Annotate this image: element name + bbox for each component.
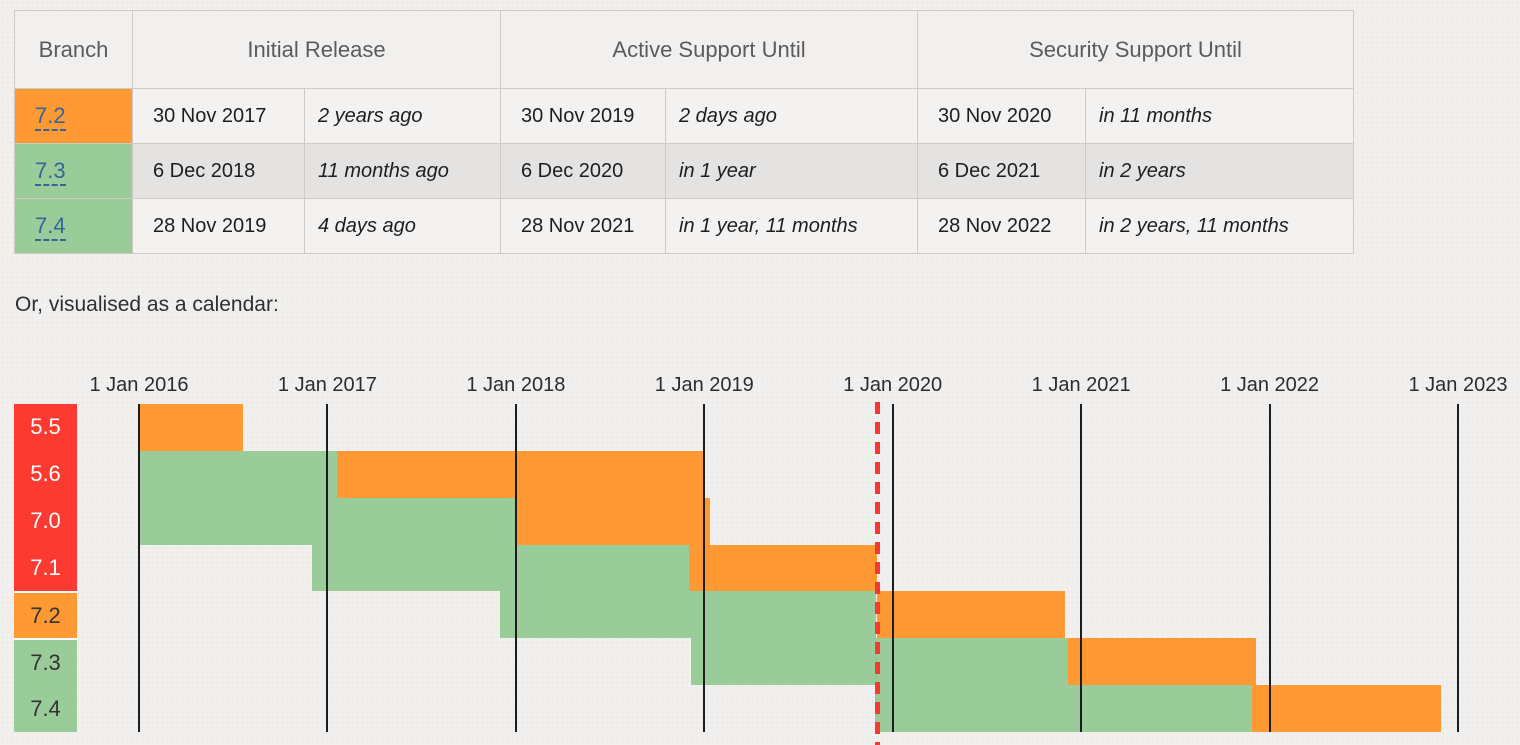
axis-tick-label: 1 Jan 2022 xyxy=(1220,374,1320,396)
security-support-date: 6 Dec 2021 xyxy=(917,143,1086,199)
gridline xyxy=(326,404,329,732)
version-label-7-1: 7.1 xyxy=(14,544,77,592)
gridline xyxy=(703,404,706,732)
bar-7-3-security xyxy=(1067,638,1257,686)
column-header-initial-release: Initial Release xyxy=(132,10,501,89)
version-label-7-4: 7.4 xyxy=(14,685,77,732)
gridline xyxy=(514,404,517,732)
table-header-row: Branch Initial Release Active Support Un… xyxy=(14,10,1354,89)
bar-7-2-active xyxy=(499,591,877,639)
active-support-relative: in 1 year xyxy=(665,143,918,199)
axis-tick-label: 1 Jan 2017 xyxy=(277,374,377,396)
gridline xyxy=(1268,404,1271,732)
table-row: 7.4 28 Nov 2019 4 days ago 28 Nov 2021 i… xyxy=(14,198,1354,254)
active-support-date: 30 Nov 2019 xyxy=(500,88,666,144)
initial-release-relative: 11 months ago xyxy=(304,143,501,199)
security-support-relative: in 2 years, 11 months xyxy=(1085,198,1354,254)
bar-5-6-security xyxy=(336,450,705,498)
table-row: 7.2 30 Nov 2017 2 years ago 30 Nov 2019 … xyxy=(14,88,1354,144)
branch-link-7-3[interactable]: 7.3 xyxy=(35,158,66,186)
axis-tick-label: 1 Jan 2019 xyxy=(654,374,754,396)
column-header-branch: Branch xyxy=(14,10,133,89)
branch-link-7-4[interactable]: 7.4 xyxy=(35,213,66,241)
security-support-relative: in 11 months xyxy=(1085,88,1354,144)
branch-cell-7-3: 7.3 xyxy=(14,143,133,199)
branch-cell-7-2: 7.2 xyxy=(14,88,133,144)
axis-tick-label: 1 Jan 2023 xyxy=(1408,374,1508,396)
axis-tick-label: 1 Jan 2016 xyxy=(89,374,189,396)
version-label-5-5: 5.5 xyxy=(14,404,77,451)
calendar-caption: Or, visualised as a calendar: xyxy=(15,293,279,316)
bar-7-0-security xyxy=(515,497,710,545)
gridline xyxy=(891,404,894,732)
initial-release-relative: 2 years ago xyxy=(304,88,501,144)
axis-tick-label: 1 Jan 2021 xyxy=(1031,374,1131,396)
version-label-7-0: 7.0 xyxy=(14,497,77,545)
bar-7-4-active xyxy=(875,685,1253,732)
initial-release-relative: 4 days ago xyxy=(304,198,501,254)
security-support-date: 28 Nov 2022 xyxy=(917,198,1086,254)
bar-7-2-security xyxy=(876,591,1065,639)
version-label-7-3: 7.3 xyxy=(14,638,77,686)
version-label-5-6: 5.6 xyxy=(14,450,77,498)
bar-7-4-security xyxy=(1252,685,1441,732)
bar-7-1-security xyxy=(688,544,878,592)
gridline xyxy=(1080,404,1083,732)
axis-tick-label: 1 Jan 2018 xyxy=(466,374,566,396)
active-support-relative: 2 days ago xyxy=(665,88,918,144)
active-support-date: 28 Nov 2021 xyxy=(500,198,666,254)
branch-link-7-2[interactable]: 7.2 xyxy=(35,103,66,131)
version-label-7-2: 7.2 xyxy=(14,591,77,639)
security-support-relative: in 2 years xyxy=(1085,143,1354,199)
bar-7-1-active xyxy=(311,544,689,592)
initial-release-date: 30 Nov 2017 xyxy=(132,88,305,144)
initial-release-date: 28 Nov 2019 xyxy=(132,198,305,254)
security-support-date: 30 Nov 2020 xyxy=(917,88,1086,144)
axis-tick-label: 1 Jan 2020 xyxy=(843,374,943,396)
bar-5-5-security xyxy=(139,404,243,451)
bar-5-6-active xyxy=(139,450,337,498)
gridline xyxy=(1457,404,1459,732)
gridline xyxy=(138,404,140,732)
support-table: Branch Initial Release Active Support Un… xyxy=(14,10,1354,254)
active-support-relative: in 1 year, 11 months xyxy=(665,198,918,254)
column-header-security-support: Security Support Until xyxy=(917,10,1354,89)
branch-cell-7-4: 7.4 xyxy=(14,198,133,254)
today-marker-line xyxy=(875,402,881,745)
